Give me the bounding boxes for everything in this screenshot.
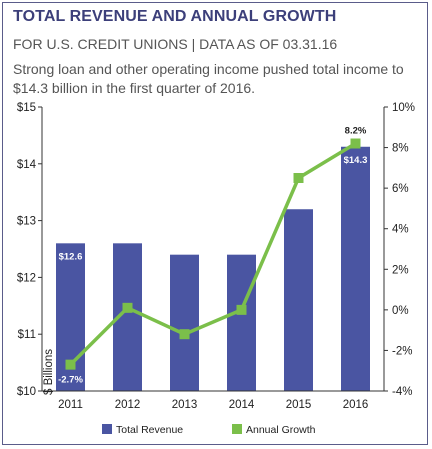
legend-swatch-growth — [232, 424, 242, 434]
revenue-bar — [227, 254, 256, 391]
left-tick-label: $10 — [17, 386, 36, 398]
y-axis-title: $ Billions — [43, 349, 55, 395]
growth-data-label: -2.7% — [58, 375, 83, 386]
growth-marker — [293, 173, 304, 183]
revenue-data-label: $12.6 — [59, 251, 83, 262]
left-tick-label: $13 — [17, 216, 36, 228]
legend-label-growth: Annual Growth — [246, 424, 316, 436]
right-tick-label: 6% — [392, 183, 409, 195]
growth-marker — [236, 304, 247, 315]
growth-marker — [122, 302, 133, 313]
right-tick-label: -2% — [392, 345, 412, 357]
x-tick-label: 2013 — [172, 399, 198, 411]
right-tick-label: 2% — [392, 264, 409, 276]
left-tick-label: $12 — [17, 272, 36, 284]
revenue-bar — [170, 254, 199, 391]
legend-swatch-revenue — [102, 424, 112, 434]
x-tick-label: 2012 — [115, 399, 141, 411]
x-tick-label: 2015 — [286, 399, 312, 411]
right-tick-label: -4% — [392, 386, 412, 398]
x-tick-label: 2014 — [229, 399, 255, 411]
growth-marker — [65, 359, 76, 370]
right-tick-label: 0% — [392, 305, 409, 317]
growth-data-label: 8.2% — [345, 126, 367, 137]
left-tick-label: $14 — [17, 159, 37, 171]
right-tick-label: 10% — [392, 102, 415, 114]
chart-title: TOTAL REVENUE AND ANNUAL GROWTH — [13, 8, 337, 25]
left-tick-label: $15 — [17, 102, 36, 114]
legend-label-revenue: Total Revenue — [116, 424, 183, 436]
revenue-data-label: $14.3 — [344, 155, 368, 166]
right-tick-label: 4% — [392, 224, 409, 236]
left-tick-label: $11 — [18, 329, 36, 341]
x-tick-label: 2011 — [58, 399, 83, 411]
growth-marker — [350, 138, 361, 149]
chart-description: Strong loan and other operating income p… — [13, 61, 404, 96]
chart-subtitle: FOR U.S. CREDIT UNIONS | DATA AS OF 03.3… — [13, 36, 338, 52]
revenue-bar — [284, 209, 313, 391]
right-tick-label: 8% — [392, 143, 409, 155]
x-tick-label: 2016 — [343, 399, 369, 411]
revenue-bar — [341, 146, 370, 391]
growth-line — [69, 142, 357, 366]
growth-marker — [179, 329, 190, 340]
